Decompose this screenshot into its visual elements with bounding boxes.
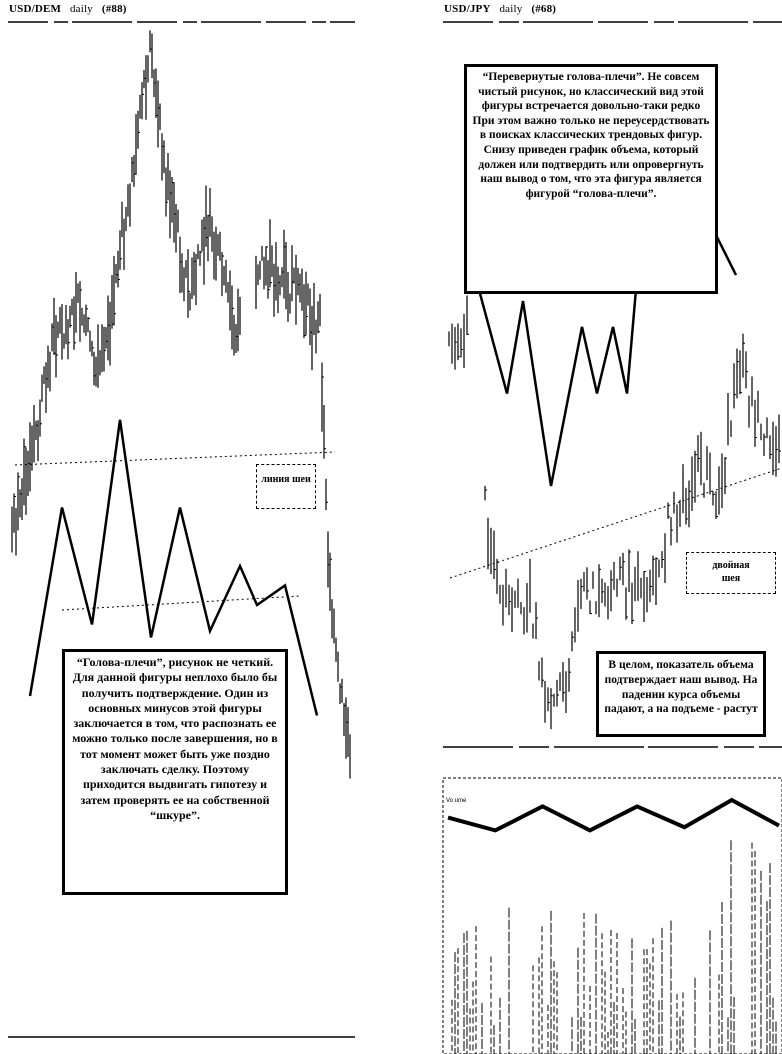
left-pattern-line [28, 419, 319, 716]
right-period: daily [499, 3, 523, 15]
left-num: (#88) [101, 3, 127, 15]
left-annotation-text: “Голова-плечи”, рисунок не четкий. Для д… [72, 655, 278, 822]
volume-label: Vo ume [446, 798, 467, 804]
volume-frame [442, 777, 782, 1054]
left-pair: USD/DEM [9, 3, 62, 15]
right-neck-label: двойная шея [686, 552, 776, 594]
left-period: daily [69, 3, 93, 15]
right-chart-header: USD/JPY daily (#68) [444, 3, 556, 15]
right-top-annotation-box: “Перевернутые голова-плечи”. Не совсем ч… [464, 64, 718, 294]
right-bottom-annotation-text: В целом, показатель объема подтверждает … [604, 659, 758, 716]
left-neck-label: линия шеи [256, 464, 316, 509]
left-chart-header: USD/DEM daily (#88) [9, 3, 127, 15]
right-bottom-annotation-box: В целом, показатель объема подтверждает … [596, 651, 766, 737]
volume-pattern-line [447, 797, 780, 833]
right-top-annotation-text: “Перевернутые голова-плечи”. Не совсем ч… [472, 71, 710, 200]
right-neckline [449, 467, 782, 579]
right-pair: USD/JPY [444, 3, 491, 15]
left-neckline-1 [14, 451, 336, 466]
left-annotation-box: “Голова-плечи”, рисунок не четкий. Для д… [62, 649, 288, 895]
right-num: (#68) [531, 3, 557, 15]
